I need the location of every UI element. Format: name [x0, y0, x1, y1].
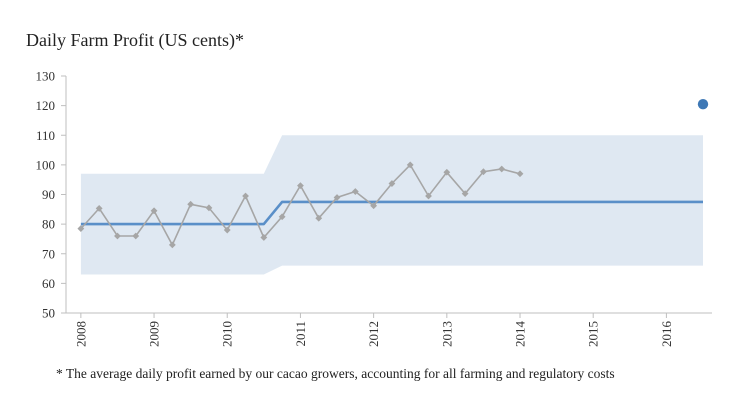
observed-point [114, 232, 121, 240]
observed-point [443, 168, 451, 176]
observed-point [242, 192, 249, 200]
x-tick-label: 2015 [586, 321, 601, 347]
observed-point [95, 205, 103, 212]
y-tick-label: 70 [42, 246, 55, 261]
x-tick-label: 2016 [659, 321, 674, 348]
x-tick-label: 2011 [293, 321, 308, 347]
highlight-point [697, 98, 709, 110]
x-tick-label: 2009 [147, 321, 162, 347]
y-tick-label: 50 [42, 306, 55, 321]
x-tick-label: 2014 [513, 321, 528, 348]
observed-point [223, 226, 231, 234]
band-area [80, 135, 703, 275]
observed-point [205, 204, 213, 212]
y-tick-label: 110 [36, 128, 55, 143]
observed-point [425, 192, 432, 200]
y-tick-label: 120 [36, 98, 56, 113]
observed-point [297, 182, 304, 190]
observed-point [77, 225, 85, 232]
band-layer [80, 135, 703, 275]
reference-line [80, 200, 703, 226]
observed-point [516, 170, 524, 178]
x-tick-label: 2010 [220, 321, 235, 347]
y-tick-label: 60 [42, 276, 55, 291]
x-tick-label: 2008 [73, 321, 88, 347]
observed-point [260, 234, 268, 241]
observed-point [406, 161, 414, 169]
observed-point [187, 200, 195, 208]
observed-point [315, 214, 323, 222]
observed-point [498, 165, 506, 173]
y-tick-label: 80 [42, 217, 55, 232]
observed-point [370, 202, 378, 210]
observed-point [388, 180, 396, 187]
x-tick-label: 2012 [366, 321, 381, 347]
axis-layer: 50 60 70 80 90 100 110 120 130 2008 2009 2010 2011 20… [36, 69, 712, 348]
observed-point [278, 213, 286, 221]
y-tick-label: 130 [36, 69, 56, 84]
observed-point [480, 168, 487, 176]
y-tick-label: 90 [42, 187, 55, 202]
footnote: * The average daily profit earned by our… [56, 366, 615, 381]
observed-series-layer [77, 161, 524, 249]
chart-title: Daily Farm Profit (US cents)* [26, 30, 244, 50]
observed-point [333, 194, 341, 201]
observed-point [351, 188, 359, 195]
x-tick-label: 2013 [439, 321, 454, 347]
observed-point [132, 232, 140, 240]
reference-line-layer [80, 200, 703, 226]
y-tick-label: 100 [36, 157, 56, 172]
observed-point [461, 190, 469, 198]
observed-point [168, 241, 176, 249]
observed-point [150, 207, 158, 215]
highlight-point-layer [697, 98, 709, 110]
